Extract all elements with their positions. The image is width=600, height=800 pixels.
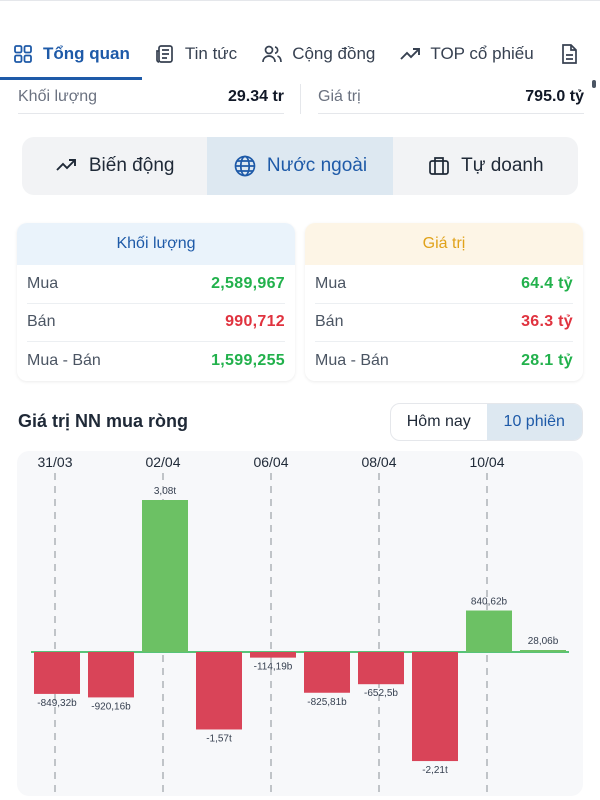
bar-value-label: -652,5b xyxy=(364,688,398,699)
bar[interactable] xyxy=(304,652,350,693)
value-row: Mua 64.4 tỷ xyxy=(315,265,573,304)
value-row-label: Mua - Bán xyxy=(315,352,389,370)
bar[interactable] xyxy=(412,652,458,762)
active-tab-indicator xyxy=(0,77,142,80)
summary-stats: Khối lượng 29.34 tr Giá trị 795.0 tỷ xyxy=(0,80,600,114)
bar[interactable] xyxy=(142,500,188,652)
volume-value: 29.34 tr xyxy=(227,87,284,105)
tab-label: Cộng đồng xyxy=(292,44,376,63)
value-row-label: Bán xyxy=(315,313,344,331)
segment-label: Biến động xyxy=(88,155,175,176)
value-row-value: 28.1 tỷ xyxy=(521,352,573,370)
x-tick-label: 02/04 xyxy=(145,454,180,470)
x-tick-label: 31/03 xyxy=(37,454,72,470)
document-icon xyxy=(558,43,580,65)
period-toggle: Hôm nay 10 phiên xyxy=(390,403,583,441)
segment-0[interactable]: Biến động xyxy=(22,137,207,195)
volume-row: Bán 990,712 xyxy=(27,304,285,342)
value-row-value: 64.4 tỷ xyxy=(521,274,573,292)
period-option[interactable]: 10 phiên xyxy=(486,404,582,440)
bar-value-label: -114,19b xyxy=(254,662,293,673)
volume-stat: Khối lượng 29.34 tr xyxy=(18,80,284,114)
x-tick-label: 06/04 xyxy=(253,454,288,470)
volume-card-title: Khối lượng xyxy=(17,223,295,265)
segment-label: Tự doanh xyxy=(461,155,544,176)
volume-row-label: Bán xyxy=(27,313,56,331)
nav-tabs: Tổng quan Tin tức Cộng đồng TOP cổ phiếu xyxy=(0,29,600,79)
value-label: Giá trị xyxy=(318,87,361,105)
volume-row-value: 990,712 xyxy=(225,313,285,331)
bar[interactable] xyxy=(520,650,566,652)
net-foreign-title: Giá trị NN mua ròng xyxy=(18,411,189,431)
tab-tin-tức[interactable]: Tin tức xyxy=(142,36,249,72)
bar[interactable] xyxy=(88,652,134,698)
bar[interactable] xyxy=(466,610,512,652)
trending-up-icon xyxy=(55,154,79,178)
globe-icon xyxy=(233,154,257,178)
volume-row-value: 1,599,255 xyxy=(211,352,285,370)
period-option[interactable]: Hôm nay xyxy=(406,413,471,430)
bar[interactable] xyxy=(250,652,296,658)
value-value: 795.0 tỷ xyxy=(525,87,584,105)
value-stat: Giá trị 795.0 tỷ xyxy=(318,80,584,114)
bar-value-label: -849,32b xyxy=(37,698,77,709)
value-row-label: Mua xyxy=(315,274,347,292)
tab-top-cổ-phiếu[interactable]: TOP cổ phiếu xyxy=(387,36,545,72)
bar-value-label: -2,21t xyxy=(422,765,448,776)
volume-row-label: Mua xyxy=(27,274,59,292)
value-card-title: Giá trị xyxy=(305,223,583,265)
volume-label: Khối lượng xyxy=(18,87,98,105)
volume-row: Mua 2,589,967 xyxy=(27,265,285,304)
x-tick-label: 08/04 xyxy=(361,454,396,470)
tab-tổng-quan[interactable]: Tổng quan xyxy=(0,36,142,72)
bar-chart-svg: 31/03 02/04 06/04 08/04 10/04 -849,32b -920,16… xyxy=(31,454,569,793)
bar[interactable] xyxy=(196,652,242,730)
tab-label: Tin tức xyxy=(184,44,238,63)
volume-row-label: Mua - Bán xyxy=(27,352,101,370)
segment-label: Nước ngoài xyxy=(266,155,368,176)
bar-value-label: -920,16b xyxy=(91,701,131,712)
tab-document[interactable] xyxy=(546,36,592,72)
trending-up-icon xyxy=(399,43,421,65)
users-icon xyxy=(261,43,283,65)
data-type-segmented-control: Biến động Nước ngoài Tự doanh xyxy=(22,137,578,195)
segment-1[interactable]: Nước ngoài xyxy=(207,137,393,195)
tab-cộng-đồng[interactable]: Cộng đồng xyxy=(249,36,387,72)
bar-value-label: -825,81b xyxy=(307,697,347,708)
briefcase-icon xyxy=(427,154,451,178)
value-card: Giá trị Mua 64.4 tỷ Bán 36.3 tỷ Mua - Bán 28.… xyxy=(305,223,583,381)
volume-card: Khối lượng Mua 2,589,967 Bán 990,712 Mua - B… xyxy=(17,223,295,381)
value-row: Bán 36.3 tỷ xyxy=(315,304,573,342)
newspaper-icon xyxy=(154,43,176,65)
value-row: Mua - Bán 28.1 tỷ xyxy=(315,342,573,381)
bar-value-label: -1,57t xyxy=(206,733,232,744)
tab-label: TOP cổ phiếu xyxy=(430,44,534,63)
bar-value-label: 3,08t xyxy=(154,486,176,497)
bar-value-label: 28,06b xyxy=(528,636,559,647)
volume-row: Mua - Bán 1,599,255 xyxy=(27,342,285,381)
value-row-value: 36.3 tỷ xyxy=(521,313,573,331)
segment-2[interactable]: Tự doanh xyxy=(393,137,578,195)
bar[interactable] xyxy=(358,652,404,685)
bar-value-label: 840,62b xyxy=(471,597,508,608)
net-foreign-chart: 31/03 02/04 06/04 08/04 10/04 -849,32b -920,16… xyxy=(17,451,583,796)
bar[interactable] xyxy=(34,652,80,694)
top-navigation: Tổng quan Tin tức Cộng đồng TOP cổ phiếu xyxy=(0,0,600,80)
grid-icon xyxy=(12,43,34,65)
x-tick-label: 10/04 xyxy=(469,454,504,470)
stats-divider xyxy=(300,84,301,114)
scrollbar-thumb[interactable] xyxy=(592,80,596,88)
tab-label: Tổng quan xyxy=(43,44,130,63)
volume-row-value: 2,589,967 xyxy=(211,274,285,292)
